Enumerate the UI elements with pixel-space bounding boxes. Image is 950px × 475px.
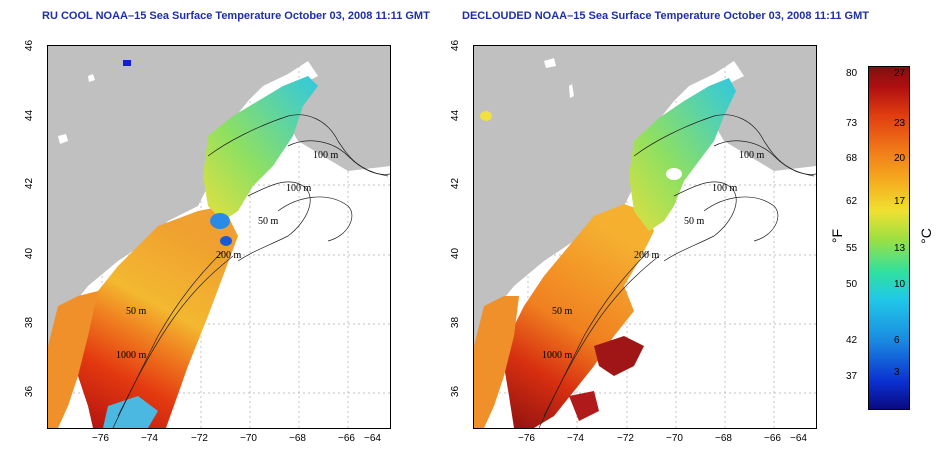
sst-north bbox=[203, 76, 318, 221]
fahrenheit-unit: °F bbox=[829, 228, 846, 244]
celsius-unit: °C bbox=[917, 228, 934, 244]
right-map-svg: 100 m 100 m 50 m 200 m 50 m 1000 m bbox=[474, 46, 816, 428]
land-lakes bbox=[58, 74, 95, 144]
right-map-title: DECLOUDED NOAA–15 Sea Surface Temperatur… bbox=[462, 10, 869, 22]
svg-text:50 m: 50 m bbox=[684, 216, 705, 227]
left-map-title: RU COOL NOAA–15 Sea Surface Temperature … bbox=[42, 10, 430, 22]
svg-text:100 m: 100 m bbox=[286, 183, 312, 194]
land-mass bbox=[48, 46, 390, 428]
svg-text:100 m: 100 m bbox=[712, 183, 738, 194]
svg-text:1000 m: 1000 m bbox=[116, 350, 147, 361]
right-map-panel: 100 m 100 m 50 m 200 m 50 m 1000 m bbox=[473, 45, 817, 429]
contours bbox=[112, 114, 390, 428]
svg-text:200 m: 200 m bbox=[634, 250, 660, 261]
svg-text:100 m: 100 m bbox=[739, 150, 765, 161]
svg-text:50 m: 50 m bbox=[552, 306, 573, 317]
sst-south bbox=[76, 206, 238, 428]
svg-text:100 m: 100 m bbox=[313, 150, 339, 161]
sst-bay bbox=[48, 291, 98, 428]
colorbar bbox=[868, 66, 910, 410]
sst-north-declouded bbox=[629, 78, 736, 231]
left-map-panel: 100 m 100 m 50 m 200 m 50 m 1000 m bbox=[47, 45, 391, 429]
contour-labels: 100 m 100 m 50 m 200 m 50 m 1000 m bbox=[116, 150, 339, 361]
left-map-svg: 100 m 100 m 50 m 200 m 50 m 1000 m bbox=[48, 46, 390, 428]
svg-text:200 m: 200 m bbox=[216, 250, 242, 261]
svg-text:50 m: 50 m bbox=[258, 216, 279, 227]
svg-text:50 m: 50 m bbox=[126, 306, 147, 317]
svg-text:1000 m: 1000 m bbox=[542, 350, 573, 361]
sst-south-declouded bbox=[504, 204, 654, 428]
